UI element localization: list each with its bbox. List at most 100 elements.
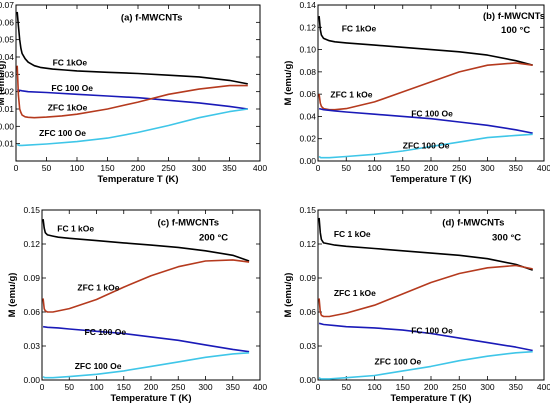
series-label-2: FC 100 Oe bbox=[85, 327, 127, 337]
y-tick-label: 0.00 bbox=[299, 156, 316, 166]
x-axis-title: Temperature T (K) bbox=[390, 393, 471, 404]
x-tick-label: 400 bbox=[253, 163, 267, 173]
series-label-1: FC 100 Oe bbox=[51, 83, 93, 93]
x-tick-label: 300 bbox=[192, 163, 206, 173]
x-tick-label: 50 bbox=[342, 163, 352, 173]
series-line-1 bbox=[318, 264, 533, 318]
x-tick-label: 150 bbox=[396, 163, 410, 173]
x-tick-label: 250 bbox=[452, 382, 466, 392]
series-line-0 bbox=[318, 217, 533, 271]
series-label-0: FC 1 kOe bbox=[57, 224, 94, 234]
y-tick-label: 0.03 bbox=[23, 341, 40, 351]
x-tick-label: 100 bbox=[70, 163, 84, 173]
series-line-2 bbox=[16, 65, 248, 119]
x-tick-label: 200 bbox=[144, 382, 158, 392]
series-line-2 bbox=[318, 107, 533, 134]
x-tick-label: 350 bbox=[226, 382, 240, 392]
x-tick-label: 350 bbox=[509, 382, 523, 392]
y-axis-title: M (emu/g) bbox=[7, 273, 18, 318]
series-label-3: ZFC 100 Oe bbox=[403, 141, 450, 151]
x-tick-label: 100 bbox=[367, 163, 381, 173]
y-tick-label: 0.15 bbox=[23, 205, 40, 215]
y-tick-label: 0.07 bbox=[0, 0, 14, 10]
x-tick-label: 400 bbox=[537, 382, 550, 392]
x-tick-label: 50 bbox=[65, 382, 75, 392]
y-tick-label: 0.15 bbox=[299, 205, 316, 215]
y-axis-title: M (emu/g) bbox=[283, 273, 294, 318]
chart-panel-2: 0 50 100 150 200 250 300 350 400 0.00 0.03 0.06 0.09… bbox=[7, 205, 267, 404]
x-axis-title: Temperature T (K) bbox=[97, 174, 178, 185]
series-line-0 bbox=[318, 16, 533, 66]
x-axis-title: Temperature T (K) bbox=[390, 174, 471, 185]
x-tick-label: 50 bbox=[42, 163, 52, 173]
x-tick-label: 300 bbox=[480, 163, 494, 173]
series-line-3 bbox=[318, 133, 533, 159]
series-line-2 bbox=[318, 322, 533, 352]
y-tick-label: 0.04 bbox=[0, 52, 14, 62]
series-line-1 bbox=[17, 89, 248, 110]
series-label-3: ZFC 100 Oe bbox=[39, 128, 86, 138]
y-tick-label: 0.04 bbox=[299, 111, 316, 121]
y-tick-label: -0.01 bbox=[0, 139, 14, 149]
y-tick-label: 0.01 bbox=[0, 104, 14, 114]
series-line-3 bbox=[16, 108, 248, 147]
x-tick-label: 100 bbox=[89, 382, 103, 392]
series-label-3: ZFC 100 Oe bbox=[75, 361, 122, 371]
x-tick-label: 100 bbox=[367, 382, 381, 392]
series-line-3 bbox=[42, 352, 250, 379]
chart-panel-0: 0 50 100 150 200 250 300 350 400 -0.01 0.00 0.01 0.0… bbox=[0, 0, 267, 185]
series-label-3: ZFC 100 Oe bbox=[375, 357, 422, 367]
x-tick-label: 150 bbox=[100, 163, 114, 173]
series-label-1: ZFC 1 kOe bbox=[330, 89, 372, 99]
y-tick-label: 0.12 bbox=[299, 239, 316, 249]
y-tick-label: 0.00 bbox=[0, 121, 14, 131]
panel-label: (b) f-MWCNTs bbox=[483, 11, 545, 22]
series-label-0: FC 1kOe bbox=[342, 24, 377, 34]
series-label-2: FC 100 Oe bbox=[411, 108, 453, 118]
x-tick-label: 350 bbox=[509, 163, 523, 173]
series-line-0 bbox=[42, 219, 250, 262]
x-tick-label: 350 bbox=[222, 163, 236, 173]
x-tick-label: 200 bbox=[131, 163, 145, 173]
x-axis-title: Temperature T (K) bbox=[110, 393, 191, 404]
x-tick-label: 250 bbox=[161, 163, 175, 173]
y-tick-label: 0.03 bbox=[299, 341, 316, 351]
series-line-1 bbox=[42, 259, 250, 313]
x-tick-label: 0 bbox=[316, 382, 321, 392]
panel-label: (d) f-MWCNTs bbox=[442, 217, 504, 228]
x-tick-label: 400 bbox=[537, 163, 550, 173]
series-label-2: ZFC 1kOe bbox=[48, 103, 88, 113]
chart-panel-1: 0 50 100 150 200 250 300 350 400 0.00 0.02 0.04 0.06… bbox=[283, 0, 550, 185]
y-tick-label: 0.06 bbox=[299, 89, 316, 99]
series-label-1: ZFC 1 kOe bbox=[77, 282, 119, 292]
y-tick-label: 0.05 bbox=[0, 35, 14, 45]
y-tick-label: 0.10 bbox=[299, 45, 316, 55]
panel-sublabel: 300 °C bbox=[492, 233, 521, 244]
series-label-0: FC 1kOe bbox=[53, 58, 88, 68]
x-tick-label: 0 bbox=[14, 163, 19, 173]
panel-sublabel: 200 °C bbox=[199, 233, 228, 244]
series-label-1: ZFC 1 kOe bbox=[334, 288, 376, 298]
chart-panel-3: 0 50 100 150 200 250 300 350 400 0.00 0.03 0.06 0.09… bbox=[283, 205, 550, 404]
panel-label: (a) f-MWCNTs bbox=[121, 13, 183, 24]
y-tick-label: 0.02 bbox=[299, 134, 316, 144]
x-tick-label: 250 bbox=[452, 163, 466, 173]
x-tick-label: 0 bbox=[316, 163, 321, 173]
x-tick-label: 250 bbox=[171, 382, 185, 392]
y-tick-label: 0.00 bbox=[23, 375, 40, 385]
series-line-3 bbox=[318, 350, 533, 380]
y-tick-label: 0.03 bbox=[0, 69, 14, 79]
y-tick-label: 0.12 bbox=[299, 22, 316, 32]
y-axis-title: M (emu/g) bbox=[0, 61, 7, 106]
x-tick-label: 400 bbox=[253, 382, 267, 392]
y-tick-label: 0.02 bbox=[0, 87, 14, 97]
x-tick-label: 150 bbox=[117, 382, 131, 392]
y-tick-label: 0.08 bbox=[299, 67, 316, 77]
x-tick-label: 300 bbox=[480, 382, 494, 392]
panel-sublabel: 100 °C bbox=[501, 25, 530, 36]
x-tick-label: 150 bbox=[396, 382, 410, 392]
y-tick-label: 0.06 bbox=[299, 307, 316, 317]
y-tick-label: 0.14 bbox=[299, 0, 316, 10]
series-line-0 bbox=[16, 11, 248, 85]
